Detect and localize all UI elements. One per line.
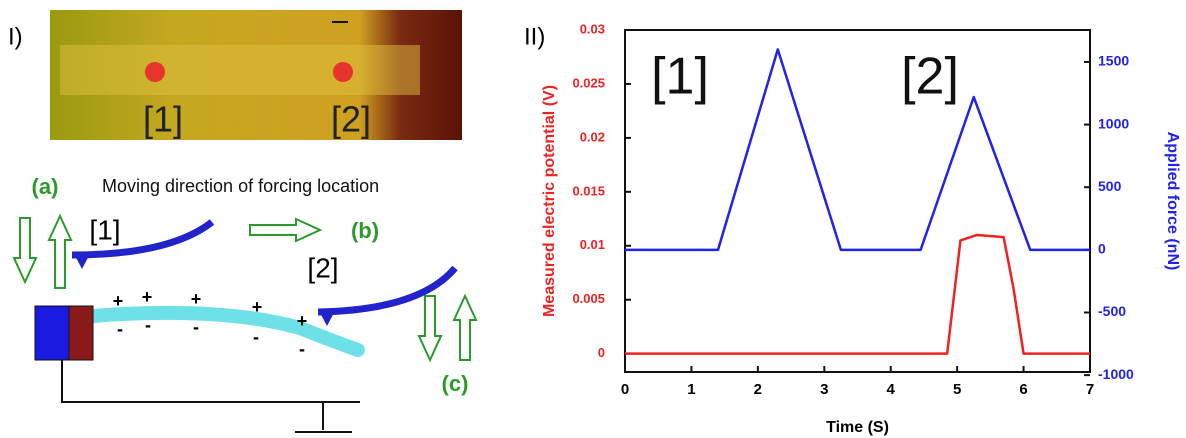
y-tick-label: 0.015 (572, 183, 605, 198)
tip-label: [2] (307, 252, 338, 283)
x-tick-label: 7 (1086, 381, 1094, 398)
x-tick-label: 0 (621, 381, 629, 398)
plus-sign: + (191, 289, 202, 309)
y2-tick-label: 0 (1098, 241, 1106, 257)
minus-sign: - (117, 319, 123, 339)
x-tick-label: 1 (687, 381, 695, 398)
image-label: [1] (143, 99, 183, 140)
y-tick-label: 0.03 (580, 21, 605, 36)
electrode (34, 305, 70, 361)
label-b: (b) (351, 218, 379, 243)
plus-sign: + (142, 287, 153, 307)
x-tick-label: 4 (887, 381, 896, 398)
panel-label: I) (8, 23, 23, 50)
chart: 0 1 2 3 4 5 6 7 0 0.005 0.01 0.015 0.02 0.025 0.03 -100… (541, 21, 1181, 436)
y-tick-label: 0 (598, 345, 605, 360)
caption: Moving direction of forcing location (102, 176, 379, 196)
x-tick-label: 5 (953, 381, 961, 398)
circuit (61, 360, 360, 433)
y2-tick-label: 1500 (1098, 53, 1129, 69)
electrode (68, 305, 94, 361)
charges: + + + ++- - - -- (113, 287, 308, 359)
minus-sign: - (253, 327, 259, 347)
panel-label: II) (524, 23, 545, 50)
y2-tick-label: 1000 (1098, 115, 1129, 131)
x-tick-label: 2 (754, 381, 762, 398)
tip-label: [1] (89, 214, 120, 245)
cantilever (317, 265, 458, 316)
x-tick-label: 6 (1019, 381, 1027, 398)
force-point (333, 62, 353, 82)
plus-sign: + (252, 297, 263, 317)
y2-tick-label: -500 (1098, 303, 1126, 319)
minus-sign: - (145, 315, 151, 335)
plus-sign: + (113, 291, 124, 311)
y-axis-label: Measured electric potential (V) (541, 85, 558, 317)
tip (318, 309, 336, 326)
y-tick-label: 0.01 (580, 237, 605, 252)
y2-tick-label: -1000 (1098, 366, 1134, 382)
y-tick-label: 0.005 (572, 291, 605, 306)
annotation: [2] (901, 48, 959, 106)
x-tick-label: 3 (820, 381, 828, 398)
tip (73, 252, 91, 269)
cantilever (71, 219, 215, 259)
afm-band (60, 45, 420, 95)
minus-sign: - (299, 339, 305, 359)
x-axis-label: Time (S) (826, 419, 889, 436)
image-label: [2] (331, 99, 371, 140)
y2-tick-label: 500 (1098, 178, 1122, 194)
nanowire (85, 305, 365, 357)
plus-sign: + (297, 311, 308, 331)
series-line (625, 48, 1090, 252)
minus-sign: - (193, 317, 199, 337)
force-point (145, 62, 165, 82)
annotation: [1] (651, 48, 709, 106)
label-a: (a) (32, 174, 59, 199)
arrows (12, 213, 478, 363)
plot-frame (624, 29, 1091, 373)
y-tick-label: 0.02 (580, 129, 605, 144)
series-line (625, 233, 1090, 355)
y2-axis-label: Applied force (nN) (1164, 132, 1181, 271)
label-c: (c) (442, 371, 469, 396)
y-tick-label: 0.025 (572, 75, 605, 90)
